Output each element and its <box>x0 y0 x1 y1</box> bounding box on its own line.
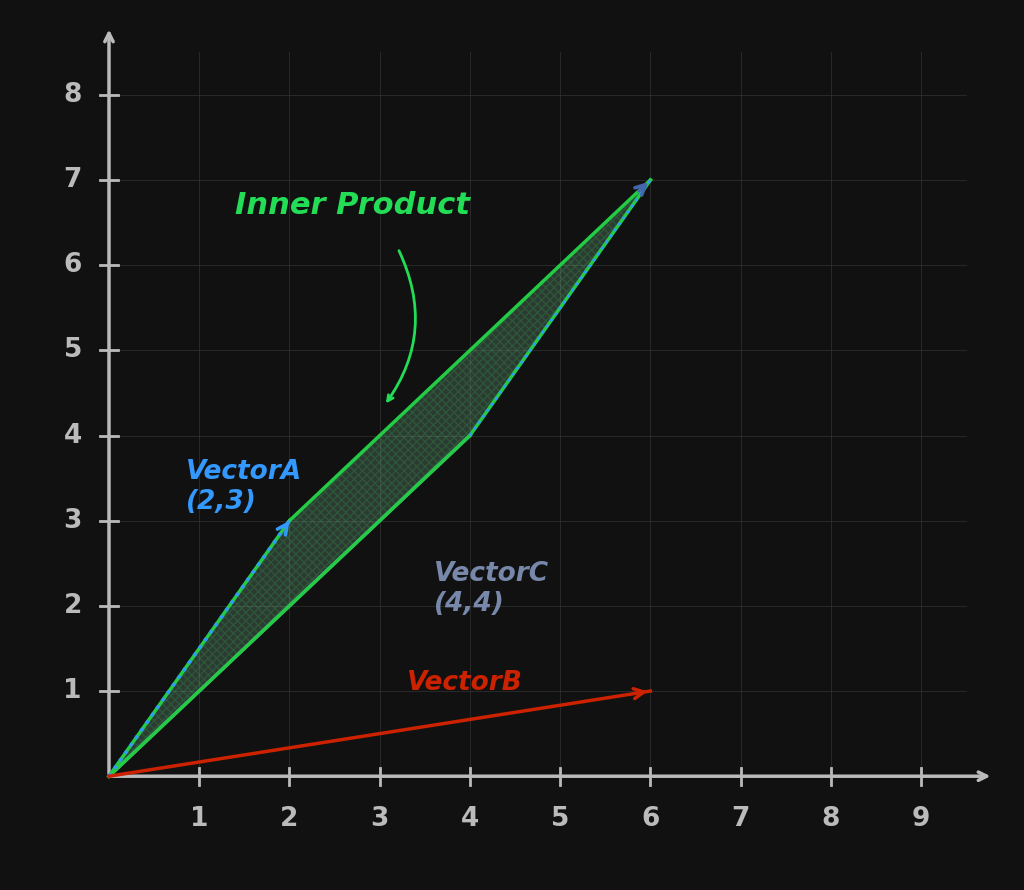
Text: 7: 7 <box>63 167 82 193</box>
Text: 7: 7 <box>731 806 750 832</box>
Text: 6: 6 <box>641 806 659 832</box>
Text: VectorC
(4,4): VectorC (4,4) <box>434 561 549 617</box>
Text: 1: 1 <box>63 678 82 704</box>
Text: 9: 9 <box>912 806 930 832</box>
Text: 5: 5 <box>63 337 82 363</box>
Text: 1: 1 <box>190 806 209 832</box>
Text: 6: 6 <box>63 252 82 279</box>
Text: Inner Product: Inner Product <box>236 191 470 220</box>
Text: 3: 3 <box>371 806 389 832</box>
Text: VectorA
(2,3): VectorA (2,3) <box>185 458 302 514</box>
Text: 3: 3 <box>63 507 82 534</box>
Text: 8: 8 <box>63 82 82 108</box>
Text: 5: 5 <box>551 806 569 832</box>
Text: 4: 4 <box>63 423 82 449</box>
Text: 8: 8 <box>821 806 840 832</box>
Text: 2: 2 <box>63 593 82 619</box>
Text: 2: 2 <box>281 806 299 832</box>
Text: 4: 4 <box>461 806 479 832</box>
Polygon shape <box>109 180 650 776</box>
Text: VectorB: VectorB <box>407 669 522 695</box>
